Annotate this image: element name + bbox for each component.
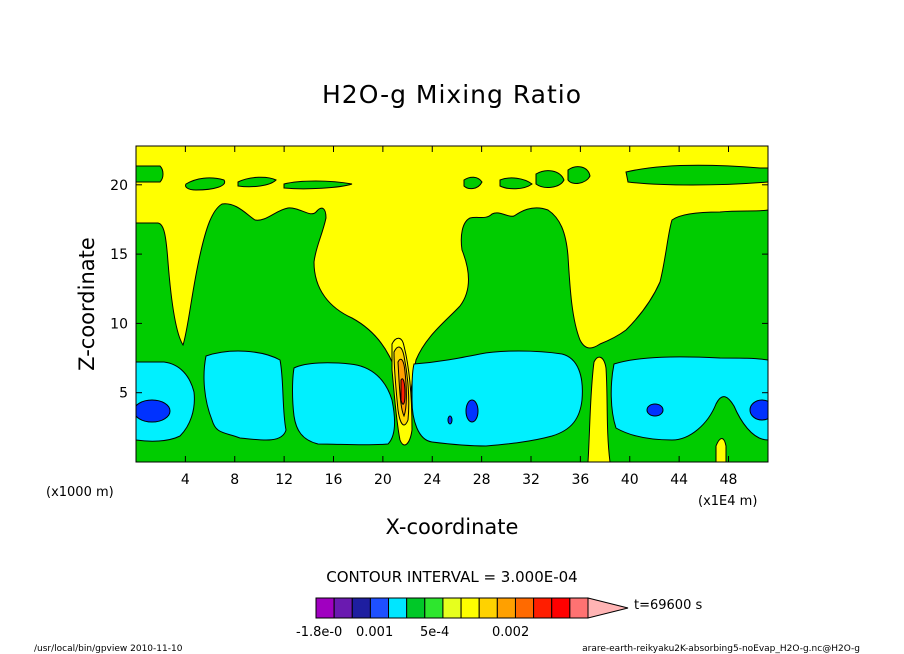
contour-level-cyan <box>292 362 396 446</box>
colorbar-label: -1.8e-0 <box>296 625 342 640</box>
footer-right: arare-earth-reikyaku2K-absorbing5-noEvap… <box>582 644 860 654</box>
x-tick-label: 40 <box>621 472 639 488</box>
contour-level-green-upper <box>136 165 164 183</box>
contour-level-red <box>400 378 406 405</box>
colorbar-swatch <box>351 597 371 619</box>
x-axis-label: X-coordinate <box>386 515 519 539</box>
contour-level-green-upper <box>463 176 483 190</box>
colorbar-swatch <box>478 597 498 619</box>
x-tick-label: 36 <box>571 472 589 488</box>
y-unit-label: (x1000 m) <box>46 485 114 500</box>
x-tick-label: 20 <box>374 472 392 488</box>
x-tick-label: 44 <box>670 472 688 488</box>
contour-level-yellow-trough <box>587 356 611 462</box>
colorbar-swatch <box>442 597 462 619</box>
contour-level-yellow-spike <box>715 438 727 462</box>
contour-level-cyan <box>610 356 768 441</box>
colorbar <box>315 597 629 619</box>
contour-level-green-upper <box>535 170 565 188</box>
x-tick-label: 12 <box>275 472 293 488</box>
colorbar-extend-arrow <box>587 597 629 619</box>
colorbar-swatch <box>514 597 535 619</box>
contour-level-blue <box>465 399 479 423</box>
colorbar-swatch <box>388 597 408 619</box>
contour-level-blue <box>447 415 453 425</box>
colorbar-swatch <box>569 597 589 619</box>
colorbar-label: 5e-4 <box>420 625 449 640</box>
contour-level-green-upper <box>185 177 226 191</box>
x-tick-label: 48 <box>720 472 738 488</box>
y-axis: 5 10 15 20 <box>110 178 768 402</box>
colorbar-label: 0.002 <box>492 625 529 640</box>
x-tick-label: 4 <box>181 472 190 488</box>
contour-level-blue <box>749 399 768 421</box>
footer-left: /usr/local/bin/gpview 2010-11-10 <box>34 644 183 654</box>
y-axis-label: Z-coordinate <box>75 237 99 371</box>
x-tick-label: 32 <box>522 472 540 488</box>
x-tick-label: 28 <box>473 472 491 488</box>
colorbar-label: 0.001 <box>356 625 393 640</box>
y-tick-label: 5 <box>119 386 128 402</box>
y-tick-label: 20 <box>110 178 128 194</box>
contour-plot-area <box>136 146 768 462</box>
colorbar-swatch <box>333 597 353 619</box>
x-tick-label: 16 <box>325 472 343 488</box>
colorbar-swatch <box>460 597 480 619</box>
y-tick-label: 15 <box>110 247 128 263</box>
chart-title: H2O-g Mixing Ratio <box>322 80 582 109</box>
y-tick-label: 10 <box>110 316 128 332</box>
contour-interval-text: CONTOUR INTERVAL = 3.000E-04 <box>326 568 577 586</box>
colorbar-swatch <box>551 597 571 619</box>
colorbar-swatch <box>533 597 553 619</box>
x-unit-label: (x1E4 m) <box>698 494 757 509</box>
contour-level-green-upper <box>625 164 768 186</box>
time-label: t=69600 s <box>634 598 702 613</box>
colorbar-swatch <box>496 597 516 619</box>
x-tick-label: 8 <box>230 472 239 488</box>
plot-frame <box>135 145 769 463</box>
contour-level-green-upper <box>283 180 353 190</box>
contour-level-blue <box>136 399 171 423</box>
contour-level-green-upper <box>567 166 591 184</box>
colorbar-swatch <box>315 597 335 619</box>
contour-level-blue <box>646 403 664 417</box>
contour-level-green-upper <box>237 176 277 188</box>
colorbar-swatch <box>406 597 426 619</box>
contour-level-green-upper <box>499 177 533 190</box>
x-axis: 4 8 12 16 20 24 28 32 36 40 44 48 <box>181 146 738 488</box>
contour-level-cyan <box>203 350 287 441</box>
contour-level-cyan <box>411 350 583 447</box>
colorbar-swatch <box>369 597 390 619</box>
x-tick-label: 24 <box>423 472 441 488</box>
colorbar-swatch <box>424 597 444 619</box>
